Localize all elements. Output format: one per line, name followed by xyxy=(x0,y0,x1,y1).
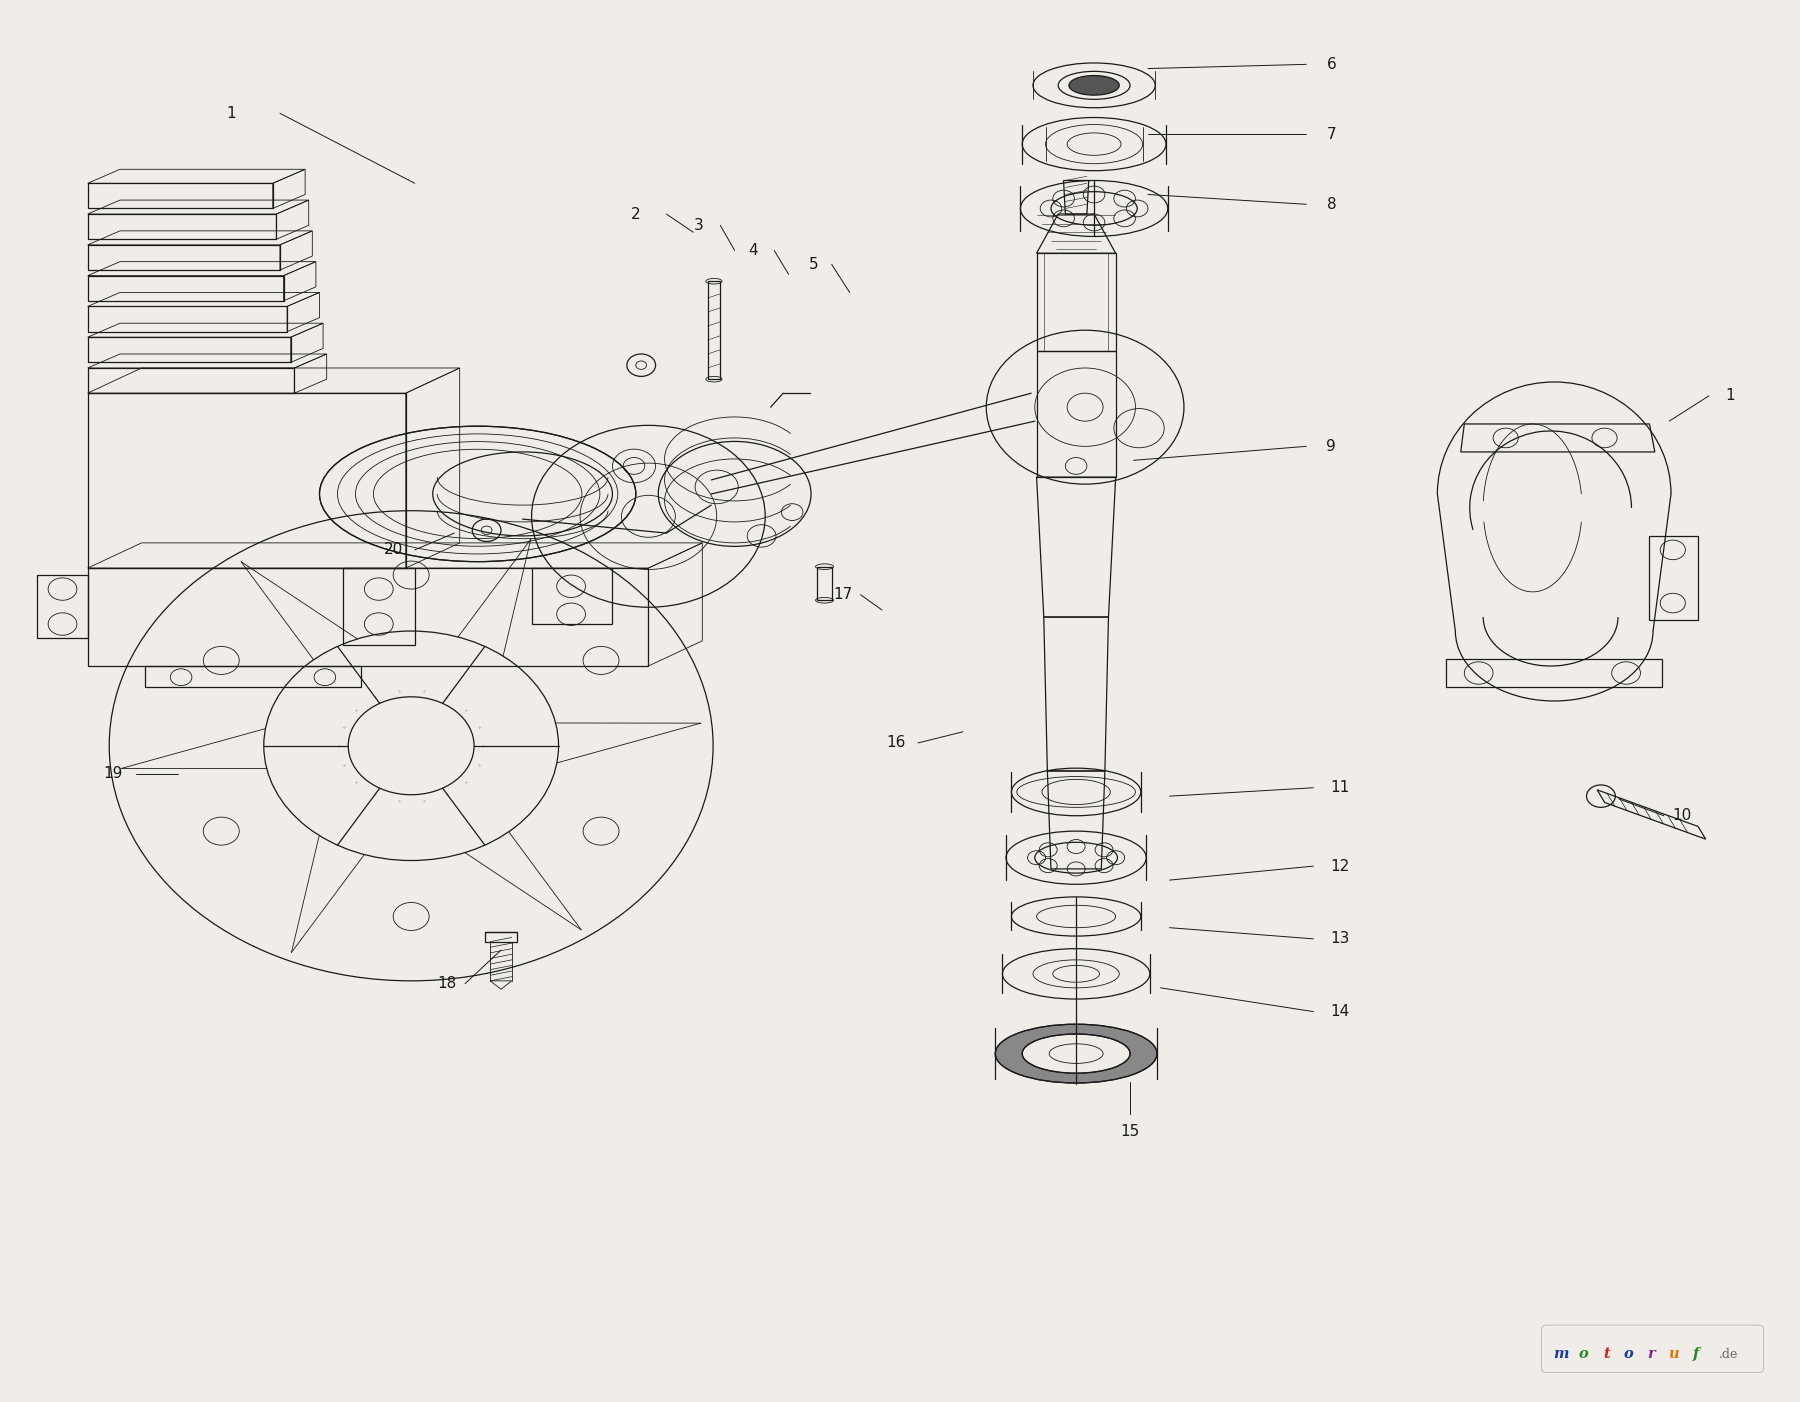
Text: 15: 15 xyxy=(1120,1124,1139,1140)
Text: 8: 8 xyxy=(1327,196,1336,212)
Text: 6: 6 xyxy=(1327,57,1336,72)
Text: 3: 3 xyxy=(693,217,704,233)
Text: o: o xyxy=(1579,1347,1589,1361)
Text: u: u xyxy=(1669,1347,1679,1361)
Text: m: m xyxy=(1553,1347,1570,1361)
Text: 7: 7 xyxy=(1327,126,1336,142)
Text: 4: 4 xyxy=(747,243,758,258)
Ellipse shape xyxy=(1022,1035,1130,1073)
Text: t: t xyxy=(1604,1347,1609,1361)
Ellipse shape xyxy=(995,1025,1157,1082)
Text: 16: 16 xyxy=(887,736,905,750)
Text: 13: 13 xyxy=(1330,931,1350,946)
Text: o: o xyxy=(1624,1347,1634,1361)
Text: r: r xyxy=(1647,1347,1656,1361)
Text: 12: 12 xyxy=(1330,858,1350,873)
Text: 17: 17 xyxy=(833,587,851,603)
Text: 1: 1 xyxy=(227,105,236,121)
Text: 1: 1 xyxy=(1726,388,1735,404)
Text: 10: 10 xyxy=(1672,808,1692,823)
Text: 14: 14 xyxy=(1330,1004,1350,1019)
Text: 5: 5 xyxy=(808,257,819,272)
Text: 9: 9 xyxy=(1327,439,1336,454)
Text: 11: 11 xyxy=(1330,781,1350,795)
Text: 18: 18 xyxy=(437,976,457,991)
Ellipse shape xyxy=(1069,76,1120,95)
Text: f: f xyxy=(1694,1347,1699,1361)
Text: .de: .de xyxy=(1719,1349,1739,1361)
Text: 20: 20 xyxy=(383,543,403,558)
Text: 19: 19 xyxy=(103,767,122,781)
Text: 2: 2 xyxy=(632,206,641,222)
